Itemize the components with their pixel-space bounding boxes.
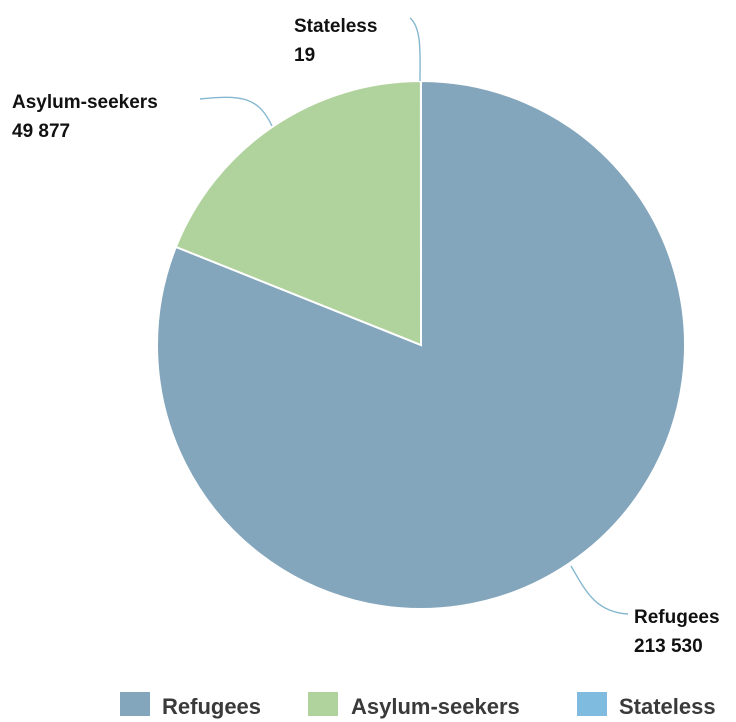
leader-line-refugees [570,565,629,615]
leader-line-asylum-seekers [199,96,273,127]
legend-label-stateless: Stateless [619,694,716,719]
label-stateless-name: Stateless [294,16,377,37]
label-refugees-name: Refugees [634,607,720,628]
legend-swatch-stateless [577,692,607,716]
pie-slices [156,79,686,610]
leader-lines [199,17,629,615]
legend-swatch-refugees [120,692,150,716]
legend: Refugees Asylum-seekers Stateless [120,692,716,719]
legend-label-refugees: Refugees [162,694,261,719]
legend-swatch-asylum-seekers [308,692,338,716]
legend-label-asylum-seekers: Asylum-seekers [351,694,520,719]
leader-line-stateless [409,17,421,82]
label-asylum-seekers-name: Asylum-seekers [12,92,158,113]
label-refugees-value: 213 530 [634,636,703,657]
slice-labels: Refugees 213 530 Asylum-seekers 49 877 S… [12,16,720,657]
pie-slice-asylum-seekers [174,79,423,347]
label-asylum-seekers-value: 49 877 [12,121,70,142]
label-stateless-value: 19 [294,45,315,66]
